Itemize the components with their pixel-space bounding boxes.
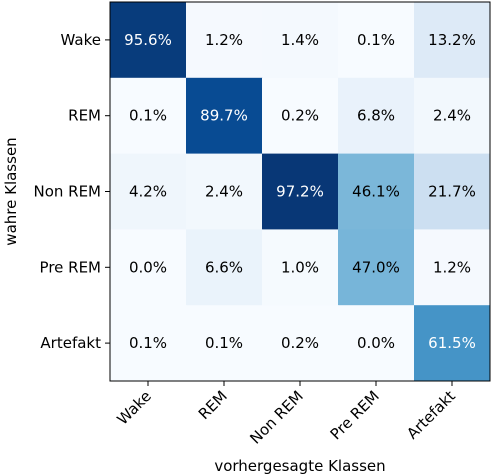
x-axis-label: vorhergesagte Klassen: [214, 457, 385, 475]
y-axis-label: wahre Klassen: [2, 137, 20, 245]
y-tick-label: Non REM: [33, 183, 101, 201]
heatmap-cell: [262, 77, 339, 155]
heatmap-cell: [262, 2, 339, 79]
cell-value-label: 21.7%: [428, 183, 476, 201]
cell-value-label: 13.2%: [428, 31, 476, 49]
cell-value-label: 61.5%: [428, 334, 476, 352]
x-tick-label: Artefakt: [403, 387, 459, 443]
cell-value-label: 0.0%: [129, 258, 167, 276]
heatmap-cell: [186, 229, 263, 306]
cell-value-label: 4.2%: [129, 183, 167, 201]
cell-value-label: 0.1%: [205, 334, 243, 352]
y-tick-label: Artefakt: [40, 334, 101, 352]
x-axis-ticks: Wake REM Non REM Pre REM Artefakt: [113, 381, 459, 448]
heatmap-cells: [110, 2, 491, 382]
y-axis-ticks: Wake REM Non REM Pre REM Artefakt: [33, 31, 110, 352]
heatmap-cell: [186, 153, 263, 230]
x-tick-label: Non REM: [246, 387, 306, 447]
heatmap-cell: [186, 305, 263, 382]
cell-value-label: 2.4%: [205, 183, 243, 201]
y-tick-label: Wake: [61, 31, 101, 49]
cell-value-label: 2.4%: [433, 107, 471, 125]
cell-value-label: 0.1%: [129, 334, 167, 352]
cell-value-label: 1.0%: [281, 258, 319, 276]
heatmap-cell: [110, 305, 187, 382]
cell-value-label: 6.8%: [357, 107, 395, 125]
cell-value-label: 1.2%: [205, 31, 243, 49]
heatmap-cell: [414, 153, 491, 230]
heatmap-cell: [338, 305, 415, 382]
heatmap-cell: [110, 77, 187, 155]
heatmap-cell: [262, 305, 339, 382]
x-tick-label: REM: [195, 387, 231, 423]
heatmap-cell: [414, 305, 491, 382]
cell-value-label: 6.6%: [205, 258, 243, 276]
heatmap-cell: [110, 153, 187, 230]
cell-value-label: 0.0%: [357, 334, 395, 352]
heatmap-cell: [338, 153, 415, 230]
heatmap-cell-labels: 95.6% 1.2% 1.4% 0.1% 13.2% 0.1% 89.7% 0.2% 6.8% 2…: [124, 31, 476, 352]
cell-value-label: 95.6%: [124, 31, 172, 49]
y-tick-label: REM: [68, 107, 101, 125]
cell-value-label: 0.1%: [357, 31, 395, 49]
heatmap-cell: [186, 2, 263, 79]
heatmap-cell: [414, 77, 491, 155]
cell-value-label: 46.1%: [352, 183, 400, 201]
cell-value-label: 0.2%: [281, 334, 319, 352]
heatmap-cell: [338, 2, 415, 79]
x-tick-label: Wake: [113, 387, 154, 428]
heatmap-cell: [338, 77, 415, 155]
heatmap-cell: [186, 77, 263, 155]
heatmap-cell: [262, 229, 339, 306]
heatmap-cell: [338, 229, 415, 306]
cell-value-label: 89.7%: [200, 107, 248, 125]
heatmap-cell: [262, 153, 339, 230]
heatmap-cell: [110, 2, 187, 79]
cell-value-label: 1.4%: [281, 31, 319, 49]
y-tick-label: Pre REM: [40, 258, 101, 276]
cell-value-label: 0.2%: [281, 107, 319, 125]
cell-value-label: 97.2%: [276, 183, 324, 201]
heatmap-cell: [414, 229, 491, 306]
cell-value-label: 0.1%: [129, 107, 167, 125]
x-tick-label: Pre REM: [327, 387, 383, 443]
cell-value-label: 47.0%: [352, 258, 400, 276]
heatmap-cell: [110, 229, 187, 306]
heatmap-cell: [414, 2, 491, 79]
cell-value-label: 1.2%: [433, 258, 471, 276]
